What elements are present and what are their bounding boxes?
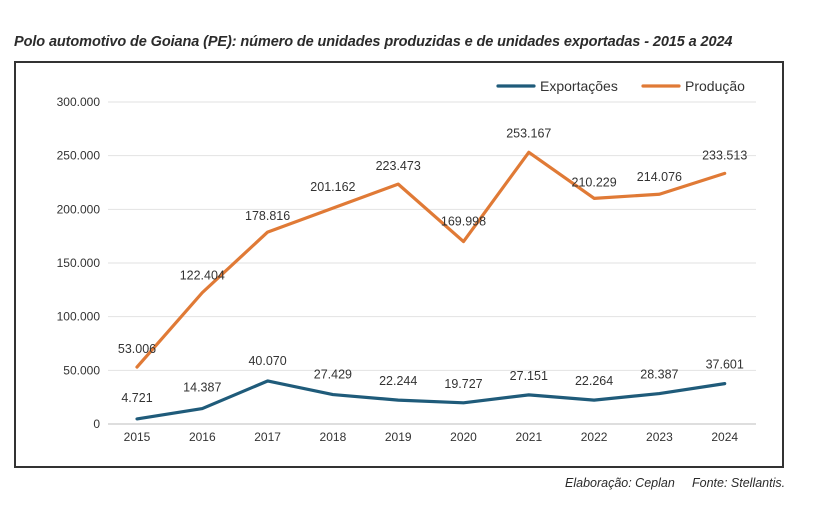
data-label-exportacoes-2018: 27.429 — [314, 368, 352, 382]
data-label-producao-2015: 53.006 — [118, 342, 156, 356]
data-label-producao-2021: 253.167 — [506, 126, 551, 140]
x-tick-label-2018: 2018 — [320, 430, 347, 444]
legend-label-producao: Produção — [685, 78, 745, 94]
x-tick-label-2021: 2021 — [515, 430, 542, 444]
series-line-producao — [135, 150, 727, 369]
x-tick-label-2020: 2020 — [450, 430, 477, 444]
data-label-producao-2022: 210.229 — [572, 175, 617, 189]
x-tick-label-2015: 2015 — [124, 430, 151, 444]
y-tick-label: 200.000 — [57, 202, 101, 216]
data-label-exportacoes-2021: 27.151 — [510, 369, 548, 383]
data-label-exportacoes-2019: 22.244 — [379, 374, 417, 388]
data-label-producao-2023: 214.076 — [637, 170, 682, 184]
series-line-exportacoes — [135, 379, 727, 421]
data-label-producao-2019: 223.473 — [376, 159, 421, 173]
data-label-exportacoes-2022: 22.264 — [575, 374, 613, 388]
y-tick-label: 150.000 — [57, 256, 101, 270]
x-tick-label-2023: 2023 — [646, 430, 673, 444]
x-tick-label-2016: 2016 — [189, 430, 216, 444]
y-tick-label: 300.000 — [57, 95, 101, 109]
data-label-producao-2024: 233.513 — [702, 148, 747, 162]
legend-label-exportacoes: Exportações — [540, 78, 618, 94]
data-label-exportacoes-2017: 40.070 — [248, 354, 286, 368]
chart-title: Polo automotivo de Goiana (PE): número d… — [14, 34, 733, 50]
x-tick-label-2017: 2017 — [254, 430, 281, 444]
data-label-exportacoes-2024: 37.601 — [706, 358, 744, 372]
data-label-producao-2016: 122.404 — [180, 269, 225, 283]
x-tick-label-2019: 2019 — [385, 430, 412, 444]
y-tick-label: 0 — [93, 417, 100, 431]
data-label-exportacoes-2016: 14.387 — [183, 381, 221, 395]
data-label-producao-2017: 178.816 — [245, 209, 290, 223]
x-tick-label-2024: 2024 — [711, 430, 738, 444]
data-label-producao-2020: 169.998 — [441, 215, 486, 229]
elaboration-credit: Elaboração: Ceplan — [565, 476, 675, 490]
y-tick-label: 100.000 — [57, 310, 101, 324]
data-label-exportacoes-2015: 4.721 — [121, 391, 152, 405]
x-tick-label-2022: 2022 — [581, 430, 608, 444]
chart-frame — [14, 61, 784, 468]
data-label-producao-2018: 201.162 — [310, 180, 355, 194]
data-label-exportacoes-2023: 28.387 — [640, 368, 678, 382]
y-tick-label: 250.000 — [57, 149, 101, 163]
y-tick-label: 50.000 — [63, 363, 100, 377]
data-label-exportacoes-2020: 19.727 — [444, 377, 482, 391]
source-credit: Fonte: Stellantis. — [692, 476, 786, 490]
